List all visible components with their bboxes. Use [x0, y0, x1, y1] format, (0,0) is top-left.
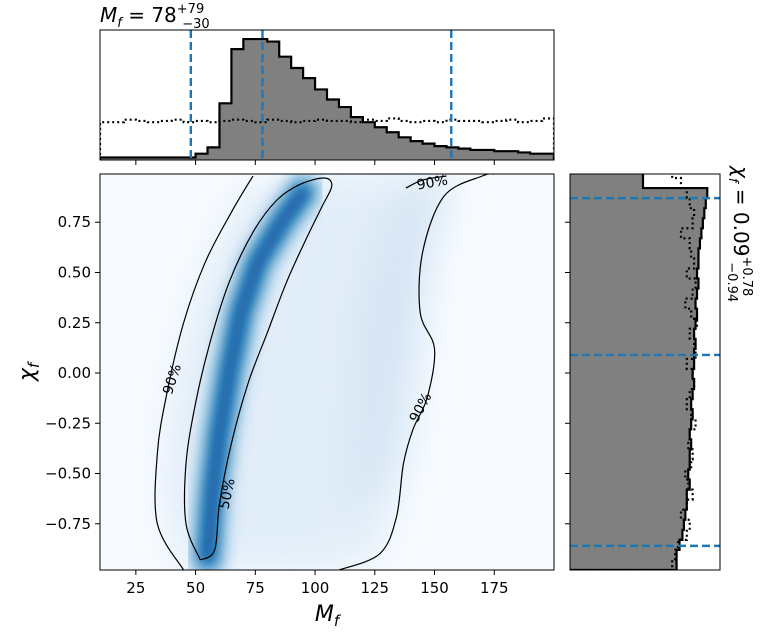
y-tick-label-1: 0.50: [58, 263, 91, 281]
top-histogram-outline: [100, 37, 554, 160]
top-prior-outline: [100, 117, 554, 160]
right-title-lower: −0.94: [724, 262, 739, 302]
top-title-median: 78: [151, 3, 176, 27]
y-tick-label-6: −0.75: [45, 515, 91, 533]
right-marginal-ticks: [565, 221, 570, 525]
right-marginal-histogram: [570, 174, 709, 570]
right-histogram-outline: [570, 174, 709, 570]
x-axis-label: Mf: [315, 602, 342, 630]
ylabel-subscript: f: [25, 360, 43, 368]
right-title-symbol: χ: [729, 165, 753, 179]
contour-2: [338, 174, 495, 570]
xlabel-symbol: M: [315, 602, 334, 627]
contour-label-0: 50%: [217, 477, 239, 511]
density-heatmap: [162, 174, 459, 570]
y-tick-label-4: −0.25: [45, 414, 91, 432]
density-ridge-layer-4: [203, 187, 308, 563]
top-title-equals: =: [122, 3, 151, 27]
x-tick-label-6: 175: [480, 579, 509, 597]
top-title-upper: +79: [177, 2, 204, 17]
right-title-subscript: f: [725, 178, 740, 185]
y-axis-ticks: 0.75 0.50 0.25 0.00 −0.25 −0.50 −0.75: [45, 213, 100, 533]
right-title-median: 0.09: [729, 212, 753, 257]
y-tick-label-5: −0.50: [45, 465, 91, 483]
credible-contours: [154, 174, 495, 570]
top-title-symbol: M: [100, 3, 117, 27]
right-marginal-quantile-lines: [570, 196, 720, 548]
x-tick-label-5: 150: [420, 579, 449, 597]
contour-0: [183, 177, 333, 561]
y-tick-label-3: 0.00: [58, 364, 91, 382]
x-tick-label-3: 100: [301, 579, 330, 597]
contour-label-3: 90%: [416, 172, 449, 193]
top-title-lower: −30: [182, 17, 209, 32]
top-marginal-ticks: [135, 160, 495, 165]
ylabel-symbol: χ: [15, 367, 40, 382]
x-tick-label-1: 50: [186, 579, 205, 597]
right-marginal-title: χf = 0.09+0.78−0.94: [724, 165, 754, 302]
top-marginal-histogram: [100, 37, 554, 160]
right-title-equals: =: [729, 182, 753, 211]
contour-3: [405, 175, 447, 189]
right-marginal-panel: χf = 0.09+0.78−0.94: [565, 165, 754, 571]
y-tick-label-0: 0.75: [58, 213, 91, 231]
x-tick-label-4: 125: [360, 579, 389, 597]
joint-panel: 50%90%90%90% 25 50 75 100 125 150 175 0.750.50…: [15, 172, 555, 630]
right-title-upper: +0.78: [739, 256, 754, 296]
x-tick-label-0: 25: [126, 579, 145, 597]
top-marginal-title: Mf = 78+79 −30: [100, 2, 210, 32]
contour-1: [154, 175, 254, 570]
xlabel-subscript: f: [334, 612, 342, 630]
top-marginal-panel: Mf = 78+79 −30: [99, 2, 555, 165]
top-title-subscript: f: [117, 16, 124, 31]
x-axis-ticks: 25 50 75 100 125 150 175: [126, 570, 509, 597]
y-axis-label: χf: [15, 360, 43, 382]
top-marginal-quantile-lines: [189, 30, 453, 160]
x-tick-label-2: 75: [246, 579, 265, 597]
right-histogram-fill: [570, 174, 708, 570]
density-secondary-halo: [350, 182, 435, 514]
y-tick-label-2: 0.25: [58, 314, 91, 332]
